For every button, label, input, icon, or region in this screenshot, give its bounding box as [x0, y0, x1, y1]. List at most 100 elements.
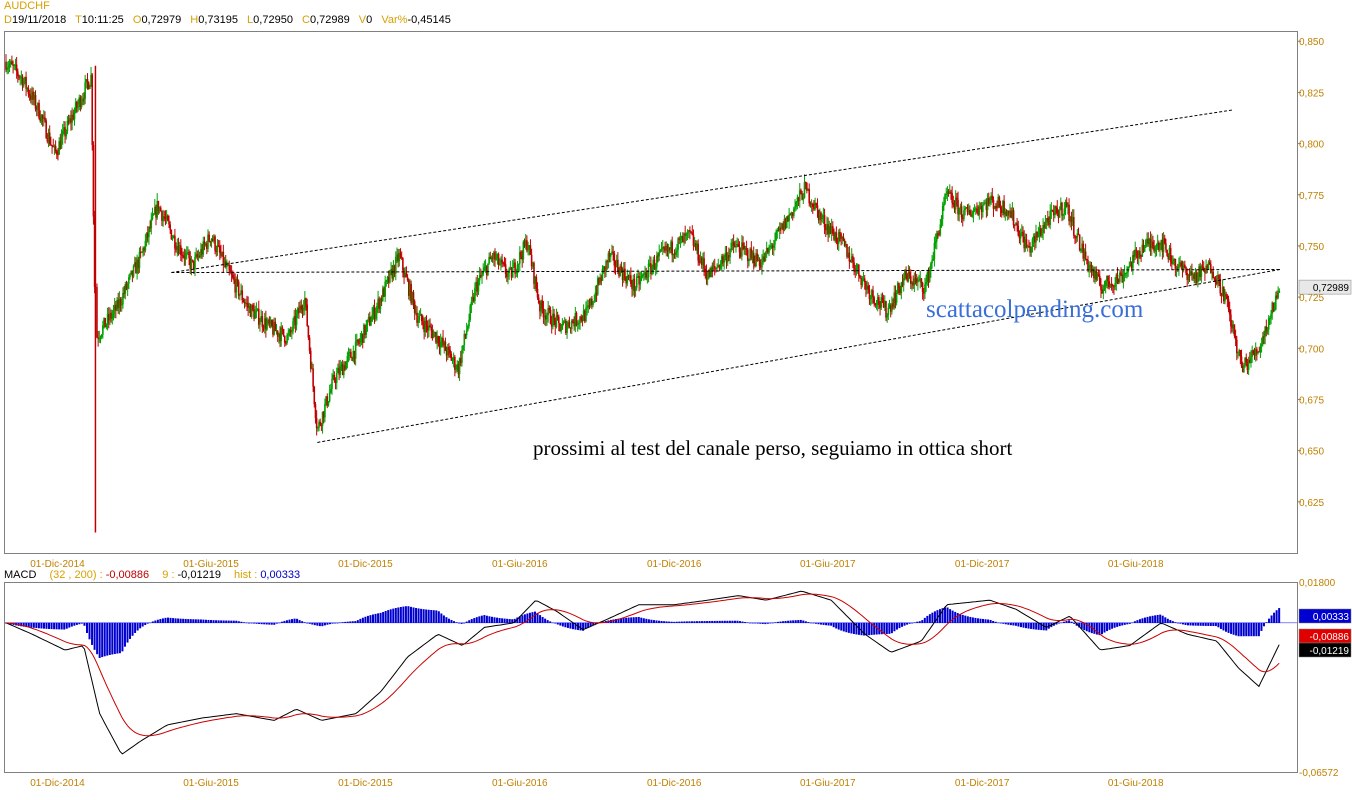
- candle-body: [1251, 350, 1253, 357]
- candle-body: [59, 141, 62, 149]
- hist-bar: [693, 621, 696, 623]
- candle-body: [1159, 245, 1161, 251]
- candle-body: [609, 253, 612, 257]
- hist-bar: [1275, 610, 1278, 623]
- candle-body: [198, 255, 201, 257]
- hist-bar: [1070, 621, 1073, 623]
- candle-body: [190, 259, 193, 269]
- macd-y-tick-label: 0,01800: [1299, 578, 1336, 589]
- candle-body: [223, 261, 226, 266]
- candle-body: [885, 301, 887, 318]
- candle-body: [1006, 210, 1009, 216]
- hist-bar: [1035, 622, 1038, 630]
- signal-value: -0,01219: [177, 569, 221, 581]
- candle-body: [261, 316, 264, 327]
- candle-body: [739, 252, 742, 257]
- candle-body: [938, 233, 940, 235]
- candle-body: [360, 333, 363, 339]
- candle-body: [1133, 255, 1135, 257]
- hist-bar: [68, 622, 71, 628]
- hist-bar: [156, 619, 159, 623]
- hist-bar: [412, 607, 415, 623]
- candle-body: [1075, 237, 1077, 239]
- candle-body: [814, 202, 816, 210]
- hist-bar: [280, 621, 283, 623]
- candle-body: [139, 252, 142, 254]
- candle-body: [273, 321, 275, 335]
- hist-bar: [1242, 622, 1245, 637]
- hist-bar: [1088, 622, 1091, 633]
- candle-body: [119, 299, 122, 306]
- candle-body: [1155, 246, 1158, 249]
- candle-body: [795, 201, 798, 207]
- candle-body: [1113, 286, 1115, 288]
- candle-body: [1266, 329, 1269, 332]
- candle-body: [335, 373, 338, 383]
- candle-body: [521, 256, 523, 260]
- hist-bar: [415, 607, 418, 623]
- candle-body: [105, 324, 108, 328]
- hist-bar: [1164, 617, 1167, 623]
- candle-body: [227, 264, 229, 266]
- hist-bar: [1052, 622, 1055, 626]
- candle-body: [457, 364, 460, 375]
- candle-body: [670, 241, 672, 250]
- candle-body: [1253, 353, 1256, 356]
- candle-body: [136, 259, 138, 274]
- candle-body: [115, 304, 117, 311]
- trendline: [317, 268, 1281, 443]
- hist-bar: [574, 622, 577, 630]
- candle-body: [586, 307, 588, 309]
- candle-body: [228, 264, 231, 271]
- hist-bar: [458, 622, 461, 624]
- candle-body: [791, 212, 794, 216]
- candle-body: [1110, 283, 1113, 286]
- hist-bar: [27, 622, 30, 628]
- candle-body: [943, 203, 945, 207]
- candle-body: [1090, 264, 1093, 273]
- hist-bar: [1037, 622, 1040, 630]
- hist-bar: [260, 622, 263, 625]
- hist-bar: [1085, 622, 1088, 632]
- signal-label: 9 :: [162, 569, 175, 581]
- candle-body: [583, 310, 586, 322]
- hist-bar: [678, 621, 681, 623]
- candle-body: [673, 253, 676, 255]
- hist-bar: [490, 616, 493, 623]
- candle-body: [582, 310, 585, 321]
- candle-body: [1011, 210, 1014, 219]
- hist-bar: [594, 622, 597, 624]
- candle-body: [299, 305, 301, 313]
- hist-bar: [328, 622, 331, 625]
- candle-body: [84, 82, 86, 99]
- hist-bar: [850, 622, 853, 634]
- hist-bar: [470, 619, 473, 623]
- hist-bar: [835, 622, 838, 629]
- candle-body: [678, 238, 681, 240]
- candle-body: [830, 226, 833, 234]
- hist-bar: [663, 621, 666, 623]
- candle-body: [1126, 272, 1128, 274]
- hist-bar: [346, 621, 349, 623]
- candle-body: [1162, 237, 1165, 252]
- candle-body: [1009, 210, 1011, 214]
- candle-body: [894, 292, 897, 303]
- hist-bar: [298, 620, 301, 623]
- hist-bar: [690, 621, 693, 623]
- hist-bar: [283, 620, 286, 623]
- hist-bar: [189, 619, 192, 623]
- candle-body: [921, 282, 924, 292]
- hist-bar: [485, 615, 488, 623]
- candle-body: [569, 327, 572, 329]
- hist-bar: [579, 622, 582, 631]
- candle-body: [1194, 272, 1197, 280]
- candle-body: [1015, 223, 1017, 226]
- candle-body: [726, 255, 729, 263]
- candle-body: [1043, 225, 1046, 229]
- hist-bar: [136, 622, 139, 631]
- macd-tag: -0,00886: [1310, 632, 1350, 643]
- candle-body: [781, 223, 783, 228]
- hist-bar: [521, 615, 524, 623]
- candle-body: [669, 247, 671, 250]
